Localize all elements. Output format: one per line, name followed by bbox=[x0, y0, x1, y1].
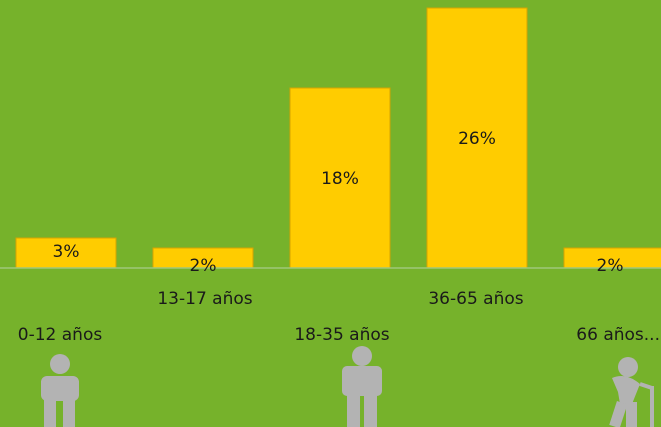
data-label-4: 26% bbox=[458, 129, 496, 149]
bar-3 bbox=[289, 87, 391, 269]
category-label-3: 18-35 años bbox=[294, 325, 389, 345]
tick-labels-layer: 0-12 años 13-17 años 18-35 años 36-65 años 6… bbox=[18, 289, 660, 345]
category-label-4: 36-65 años bbox=[428, 289, 523, 309]
data-label-1: 3% bbox=[53, 242, 80, 262]
data-label-2: 2% bbox=[190, 256, 217, 276]
bar-1 bbox=[15, 237, 117, 269]
adult-person-icon bbox=[342, 346, 382, 427]
data-label-5: 2% bbox=[597, 256, 624, 276]
child-person-icon bbox=[41, 354, 79, 427]
bars-layer bbox=[15, 7, 661, 269]
bar-4 bbox=[426, 7, 528, 269]
category-label-5: 66 años... bbox=[576, 325, 660, 345]
category-label-1: 0-12 años bbox=[18, 325, 103, 345]
category-label-2: 13-17 años bbox=[157, 289, 252, 309]
data-label-3: 18% bbox=[321, 169, 359, 189]
data-labels-layer: 3% 2% 18% 26% 2% bbox=[53, 129, 624, 276]
elderly-person-with-cane-icon bbox=[609, 357, 654, 427]
